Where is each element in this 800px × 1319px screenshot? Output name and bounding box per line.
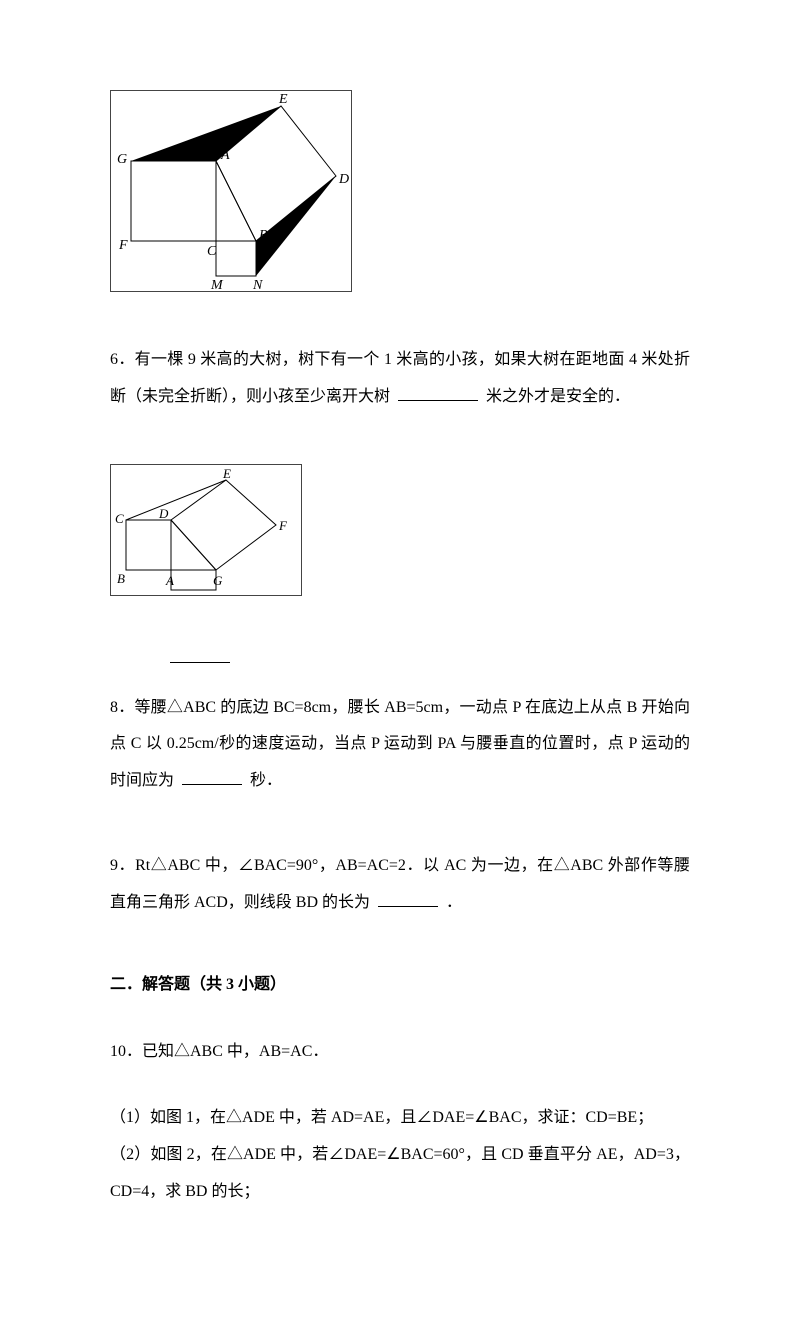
q10-head: 10．已知△ABC 中，AB=AC． [110,1034,690,1071]
question-6: 6．有一棵 9 米高的大树，树下有一个 1 米高的小孩，如果大树在距地面 4 米… [110,342,690,416]
stray-blank [170,646,230,663]
svg-text:B: B [117,571,125,586]
svg-text:N: N [252,278,263,291]
svg-text:A: A [165,573,174,588]
question-8-text: 8．等腰△ABC 的底边 BC=8cm，腰长 AB=5cm，一动点 P 在底边上… [110,690,690,800]
figure-1-svg: E G A D F C B M N [111,91,351,291]
svg-text:D: D [158,506,169,521]
svg-text:M: M [210,278,224,291]
q9-blank [378,890,438,907]
svg-text:C: C [115,511,124,526]
question-9: 9．Rt△ABC 中，∠BAC=90°，AB=AC=2．以 AC 为一边，在△A… [110,848,690,922]
q9-text-b: ． [446,894,462,911]
svg-text:B: B [259,228,268,243]
q8-text-b: 秒． [250,772,282,789]
svg-text:G: G [213,573,223,588]
question-8: 8．等腰△ABC 的底边 BC=8cm，腰长 AB=5cm，一动点 P 在底边上… [110,690,690,800]
svg-text:C: C [207,244,217,259]
question-9-text: 9．Rt△ABC 中，∠BAC=90°，AB=AC=2．以 AC 为一边，在△A… [110,848,690,922]
svg-text:F: F [278,518,288,533]
figure-2-svg: E C D F B A G [111,465,301,595]
figure-1-box: E G A D F C B M N [110,90,352,292]
svg-text:F: F [118,238,128,253]
figure-2-box: E C D F B A G [110,464,302,596]
svg-text:D: D [338,172,349,187]
question-10: 10．已知△ABC 中，AB=AC． （1）如图 1，在△ADE 中，若 AD=… [110,1034,690,1211]
svg-text:G: G [117,152,127,167]
spacer-blank-line [110,646,690,674]
q8-blank [182,768,242,785]
q6-blank [398,384,478,401]
svg-text:E: E [278,92,288,107]
question-6-text: 6．有一棵 9 米高的大树，树下有一个 1 米高的小孩，如果大树在距地面 4 米… [110,342,690,416]
q6-text-b: 米之外才是安全的． [486,388,630,405]
section-2-header: 二．解答题（共 3 小题） [110,970,690,994]
svg-text:A: A [220,148,230,163]
q10-p2: （2）如图 2，在△ADE 中，若∠DAE=∠BAC=60°，且 CD 垂直平分… [110,1137,690,1211]
svg-text:E: E [222,466,231,481]
